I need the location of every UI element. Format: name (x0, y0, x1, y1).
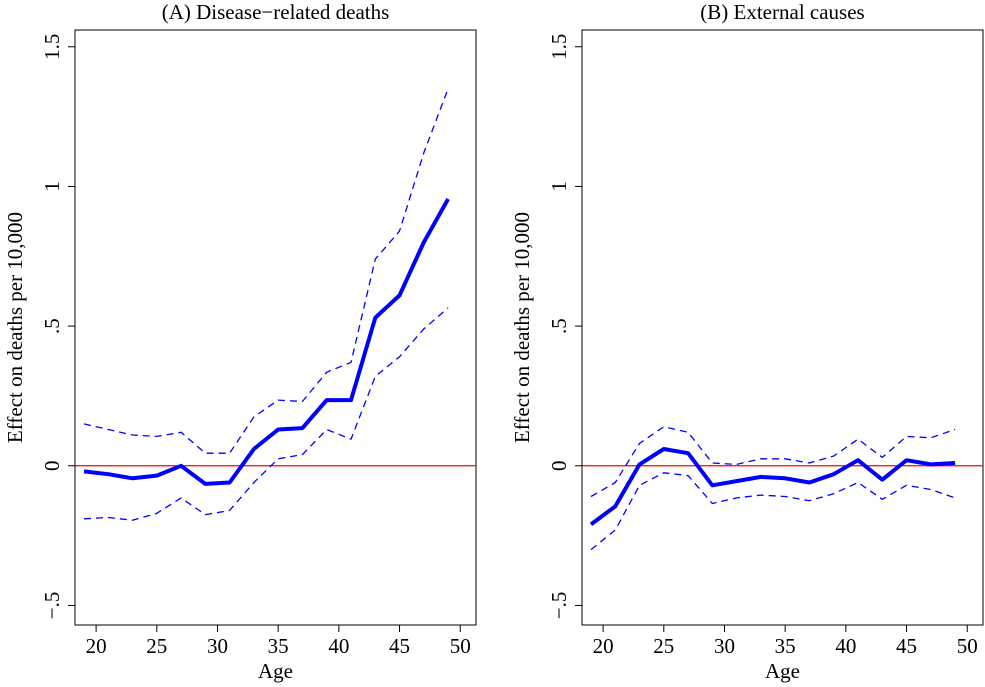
estimate-line (83, 198, 450, 486)
x-axis-label: Age (258, 659, 293, 683)
x-tick-label: 35 (775, 634, 796, 658)
y-axis-label: Effect on deaths per 10,000 (3, 212, 27, 443)
plot-frame (74, 29, 477, 626)
y-tick-label: −.5 (40, 592, 64, 620)
x-tick-label: 40 (328, 634, 349, 658)
x-tick-label: 25 (146, 634, 167, 658)
y-tick-label: 1 (547, 181, 571, 192)
x-tick-label: 50 (957, 634, 978, 658)
x-tick-label: 20 (86, 634, 107, 658)
y-tick-label: .5 (40, 318, 64, 334)
confidence-line (590, 426, 956, 498)
x-tick-label: 50 (450, 634, 471, 658)
confidence-line (83, 307, 449, 521)
chart-title: (A) Disease−related deaths (162, 0, 390, 24)
confidence-line (590, 472, 956, 551)
y-tick-label: −.5 (547, 592, 571, 620)
x-tick-label: 40 (835, 634, 856, 658)
x-tick-label: 20 (593, 634, 614, 658)
y-tick-label: 0 (547, 461, 571, 472)
y-tick-label: .5 (547, 318, 571, 334)
y-tick-label: 1 (40, 181, 64, 192)
x-tick-label: 45 (896, 634, 917, 658)
confidence-line (83, 88, 449, 454)
y-tick-label: 0 (40, 461, 64, 472)
x-tick-label: 35 (268, 634, 289, 658)
y-tick-label: 1.5 (547, 34, 571, 60)
x-tick-label: 45 (389, 634, 410, 658)
x-tick-label: 30 (207, 634, 228, 658)
plot-frame (581, 29, 984, 626)
x-tick-label: 30 (714, 634, 735, 658)
y-axis-label: Effect on deaths per 10,000 (510, 212, 534, 443)
x-tick-label: 25 (653, 634, 674, 658)
chart-title: (B) External causes (700, 0, 864, 24)
y-tick-label: 1.5 (40, 34, 64, 60)
x-axis-label: Age (765, 659, 800, 683)
estimate-line (589, 447, 956, 527)
